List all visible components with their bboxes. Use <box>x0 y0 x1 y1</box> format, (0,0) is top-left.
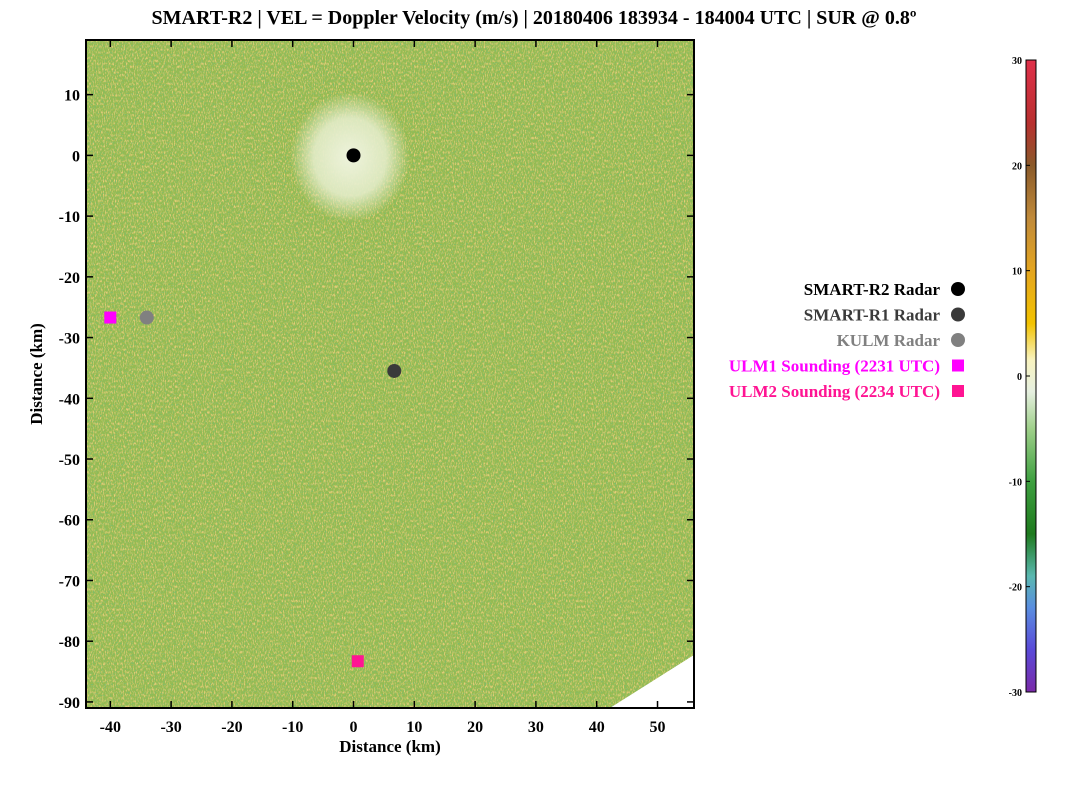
colorbar-tick-label: 30 <box>1012 56 1022 67</box>
y-tick-label: 0 <box>72 148 80 165</box>
ulm1-sounding-legend-label: ULM1 Sounding (2231 UTC) <box>729 357 940 376</box>
y-tick-label: -50 <box>59 452 80 469</box>
x-tick-label: -40 <box>100 719 121 736</box>
y-axis-label: Distance (km) <box>27 323 46 425</box>
colorbar-tick-label: 10 <box>1012 267 1022 278</box>
y-tick-label: -30 <box>59 331 80 348</box>
kulm-radar-legend-symbol <box>951 333 965 347</box>
kulm-radar-legend-label: KULM Radar <box>837 331 941 350</box>
y-tick-label: 10 <box>64 88 80 105</box>
smart-r1-radar-legend-label: SMART-R1 Radar <box>804 306 941 325</box>
legend: SMART-R2 Radar SMART-R1 Radar KULM Radar UL… <box>729 280 965 401</box>
plot-frame <box>85 39 695 709</box>
colorbar: 30 20 10 0 -10 -20 -30 <box>1009 56 1037 699</box>
ulm1-sounding-marker <box>104 311 117 324</box>
x-tick-label: -10 <box>282 719 303 736</box>
smart-r1-radar-marker <box>387 363 402 378</box>
x-tick-label: 0 <box>350 719 358 736</box>
x-tick-label: -30 <box>160 719 181 736</box>
plot-markers <box>104 148 402 668</box>
x-tick-label: 40 <box>589 719 605 736</box>
colorbar-ticks: 30 20 10 0 -10 -20 -30 <box>1009 56 1030 699</box>
ulm2-sounding-legend-symbol <box>952 385 964 397</box>
smart-r2-radar-legend-symbol <box>951 282 965 296</box>
x-tick-label: 30 <box>528 719 544 736</box>
smart-r1-radar-legend-symbol <box>951 307 965 322</box>
no-data-wedge <box>610 655 694 708</box>
smart-r2-radar-marker <box>346 148 361 163</box>
colorbar-tick-label: -30 <box>1009 688 1022 699</box>
x-tick-label: 10 <box>406 719 422 736</box>
y-tick-label: -70 <box>59 573 80 590</box>
y-tick-label: -90 <box>59 695 80 712</box>
x-tick-label: 50 <box>650 719 666 736</box>
y-axis-ticks: 10 0 -10 -20 -30 -40 -50 -60 -70 -80 -90 <box>59 88 694 712</box>
colorbar-tick-label: -10 <box>1009 477 1022 488</box>
ulm2-sounding-marker <box>351 655 364 668</box>
y-tick-label: -20 <box>59 270 80 287</box>
kulm-radar-marker <box>139 310 154 325</box>
y-tick-label: -80 <box>59 634 80 651</box>
y-tick-label: -40 <box>59 391 80 408</box>
chart-title: SMART-R2 | VEL = Doppler Velocity (m/s) … <box>152 7 917 29</box>
y-tick-label: -10 <box>59 209 80 226</box>
x-tick-label: 20 <box>467 719 483 736</box>
colorbar-tick-label: -20 <box>1009 583 1022 594</box>
smart-r2-radar-legend-label: SMART-R2 Radar <box>804 280 941 299</box>
colorbar-tick-label: 0 <box>1017 372 1022 383</box>
y-tick-label: -60 <box>59 513 80 530</box>
x-tick-label: -20 <box>221 719 242 736</box>
ulm1-sounding-legend-symbol <box>952 359 964 372</box>
ulm2-sounding-legend-label: ULM2 Sounding (2234 UTC) <box>729 382 940 401</box>
x-axis-label: Distance (km) <box>339 737 441 756</box>
colorbar-tick-label: 20 <box>1012 161 1022 172</box>
x-axis-ticks: -40 -30 -20 -10 0 10 20 30 40 50 <box>100 40 666 736</box>
